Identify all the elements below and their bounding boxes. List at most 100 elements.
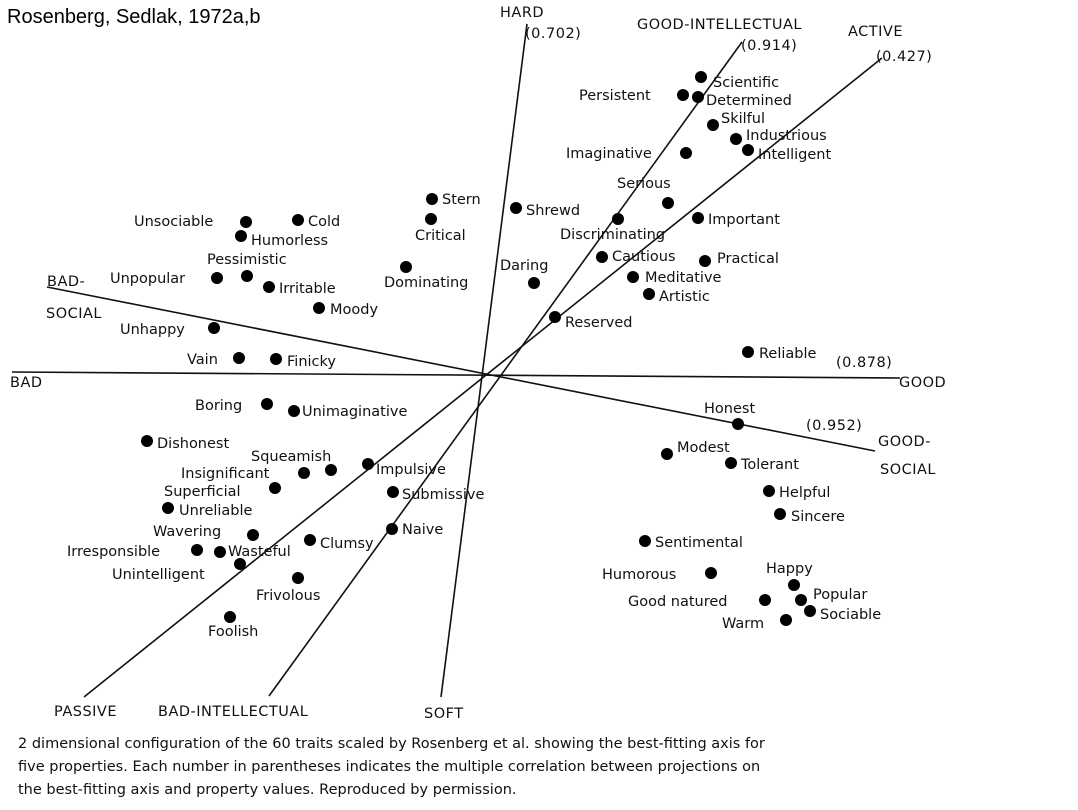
trait-label-wasteful: Wasteful bbox=[228, 544, 291, 560]
trait-label-unimaginative: Unimaginative bbox=[302, 404, 407, 420]
trait-point-clumsy: Clumsy bbox=[304, 534, 374, 552]
trait-marker-dishonest bbox=[141, 435, 153, 447]
active-passive-axis bbox=[83, 57, 883, 698]
hard-soft-axis bbox=[440, 23, 528, 698]
trait-marker-humorous bbox=[705, 567, 717, 579]
trait-label-scientific: Scientific bbox=[713, 75, 779, 91]
trait-marker-stern bbox=[426, 193, 438, 205]
trait-label-humorous: Humorous bbox=[602, 567, 676, 583]
trait-label-sociable: Sociable bbox=[820, 607, 881, 623]
trait-label-discriminating: Discriminating bbox=[560, 227, 665, 243]
trait-label-insignificant: Insignificant bbox=[181, 466, 270, 482]
trait-marker-meditative bbox=[627, 271, 639, 283]
trait-marker-critical bbox=[425, 213, 437, 225]
trait-label-boring: Boring bbox=[195, 398, 242, 414]
trait-point-reliable: Reliable bbox=[742, 346, 817, 362]
axis-label-bad-intellectual: BAD-INTELLECTUAL bbox=[158, 704, 308, 720]
trait-point-irresponsible: Irresponsible bbox=[67, 544, 203, 560]
trait-marker-intelligent bbox=[742, 144, 754, 156]
trait-point-intelligent: Intelligent bbox=[742, 144, 831, 163]
caption-line-1: 2 dimensional configuration of the 60 tr… bbox=[18, 736, 765, 752]
trait-point-insignificant: Insignificant bbox=[181, 466, 310, 482]
trait-marker-happy bbox=[788, 579, 800, 591]
trait-marker-warm bbox=[780, 614, 792, 626]
trait-point-happy: Happy bbox=[766, 561, 813, 591]
trait-label-frivolous: Frivolous bbox=[256, 588, 320, 604]
trait-point-unintelligent: Unintelligent bbox=[112, 558, 246, 583]
trait-point-submissive: Submissive bbox=[387, 486, 484, 503]
trait-label-important: Important bbox=[708, 212, 780, 228]
trait-point-reserved: Reserved bbox=[549, 311, 633, 331]
trait-marker-unreliable bbox=[162, 502, 174, 514]
trait-point-shrewd: Shrewd bbox=[510, 202, 580, 219]
trait-marker-dominating bbox=[400, 261, 412, 273]
axis-label-good: GOOD bbox=[899, 375, 946, 391]
axis-label-bad-social-suffix: SOCIAL bbox=[46, 306, 102, 322]
trait-label-impulsive: Impulsive bbox=[376, 462, 446, 478]
trait-label-dominating: Dominating bbox=[384, 275, 468, 291]
trait-label-irresponsible: Irresponsible bbox=[67, 544, 160, 560]
trait-marker-shrewd bbox=[510, 202, 522, 214]
trait-label-cold: Cold bbox=[308, 214, 340, 230]
trait-label-unreliable: Unreliable bbox=[179, 503, 253, 519]
trait-label-irritable: Irritable bbox=[279, 281, 336, 297]
trait-label-superficial: Superficial bbox=[164, 484, 241, 500]
trait-label-unpopular: Unpopular bbox=[110, 271, 185, 287]
trait-label-shrewd: Shrewd bbox=[526, 203, 580, 219]
trait-marker-vain bbox=[233, 352, 245, 364]
axis-label-soft: SOFT bbox=[424, 706, 464, 722]
good-intellectual-axis bbox=[268, 41, 743, 697]
figure-caption: 2 dimensional configuration of the 60 tr… bbox=[18, 733, 1068, 802]
trait-label-dishonest: Dishonest bbox=[157, 436, 229, 452]
trait-label-pessimistic: Pessimistic bbox=[207, 252, 287, 268]
trait-point-cold: Cold bbox=[292, 214, 340, 230]
trait-marker-tolerant bbox=[725, 457, 737, 469]
trait-marker-unpopular bbox=[211, 272, 223, 284]
trait-label-moody: Moody bbox=[330, 302, 378, 318]
trait-label-imaginative: Imaginative bbox=[566, 146, 652, 162]
trait-point-good-natured: Good natured bbox=[628, 594, 771, 610]
trait-label-skilful: Skilful bbox=[721, 111, 765, 127]
trait-point-pessimistic: Pessimistic bbox=[207, 252, 287, 282]
trait-marker-boring bbox=[261, 398, 273, 410]
trait-label-cautious: Cautious bbox=[612, 249, 676, 265]
trait-point-foolish: Foolish bbox=[208, 611, 258, 640]
trait-label-persistent: Persistent bbox=[579, 88, 651, 104]
trait-marker-cautious bbox=[596, 251, 608, 263]
trait-point-frivolous: Frivolous bbox=[256, 572, 320, 604]
axis-label-hard: HARD bbox=[500, 5, 544, 21]
axis-correlation-good-intellectual: (0.914) bbox=[741, 38, 797, 54]
trait-marker-modest bbox=[661, 448, 673, 460]
trait-marker-wasteful bbox=[214, 546, 226, 558]
trait-point-popular: Popular bbox=[795, 587, 867, 606]
trait-point-meditative: Meditative bbox=[627, 270, 722, 286]
trait-marker-unintelligent bbox=[234, 558, 246, 570]
trait-marker-honest bbox=[732, 418, 744, 430]
trait-point-tolerant: Tolerant bbox=[725, 457, 799, 473]
trait-point-unpopular: Unpopular bbox=[110, 271, 223, 287]
axis-labels: HARD (0.702) SOFT GOOD-INTELLECTUAL (0.9… bbox=[10, 5, 946, 722]
trait-point-unsociable: Unsociable bbox=[134, 214, 252, 230]
trait-marker-reserved bbox=[549, 311, 561, 323]
trait-point-naive: Naive bbox=[386, 522, 443, 538]
trait-marker-frivolous bbox=[292, 572, 304, 584]
trait-marker-humorless bbox=[235, 230, 247, 242]
trait-point-boring: Boring bbox=[195, 398, 273, 414]
trait-point-moody: Moody bbox=[313, 302, 378, 318]
trait-point-wasteful: Wasteful bbox=[214, 544, 291, 560]
trait-marker-practical bbox=[699, 255, 711, 267]
trait-marker-foolish bbox=[224, 611, 236, 623]
trait-marker-insignificant bbox=[298, 467, 310, 479]
good-social-axis bbox=[46, 286, 876, 452]
trait-marker-cold bbox=[292, 214, 304, 226]
trait-label-good-natured: Good natured bbox=[628, 594, 728, 610]
axis-correlation-good-social: (0.952) bbox=[806, 418, 862, 434]
trait-marker-serious bbox=[662, 197, 674, 209]
trait-marker-squeamish bbox=[325, 464, 337, 476]
trait-marker-determined bbox=[692, 91, 704, 103]
caption-line-2: five properties. Each number in parenthe… bbox=[18, 759, 761, 775]
trait-marker-superficial bbox=[269, 482, 281, 494]
trait-label-helpful: Helpful bbox=[779, 485, 830, 501]
trait-label-happy: Happy bbox=[766, 561, 813, 577]
trait-point-vain: Vain bbox=[187, 352, 245, 368]
